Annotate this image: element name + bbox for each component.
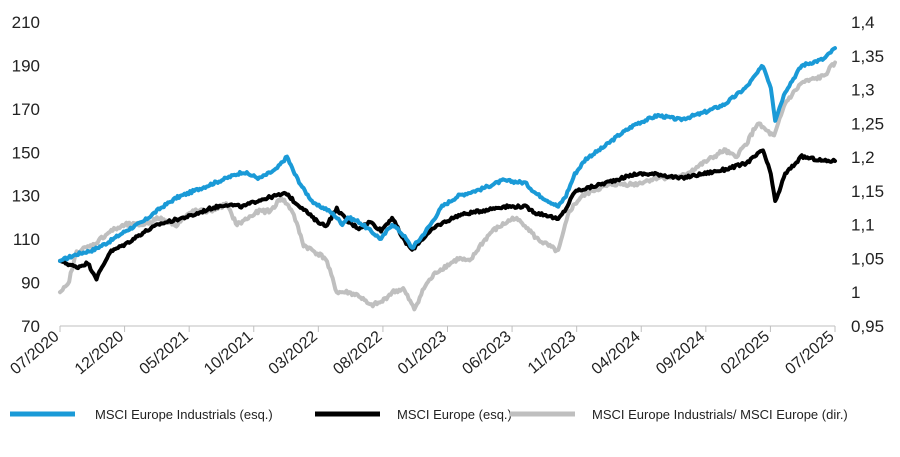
series-line: [58, 60, 837, 312]
x-tick-label: 09/2024: [653, 328, 708, 378]
x-tick-label: 04/2024: [589, 328, 644, 378]
y-left-tick-label: 190: [12, 56, 40, 75]
x-tick-label: 03/2022: [266, 328, 321, 378]
x-tick-label: 02/2025: [718, 328, 773, 378]
x-tick-label: 01/2023: [395, 328, 450, 378]
series-line: [58, 46, 837, 263]
series-line: [58, 148, 837, 282]
x-tick-label: 05/2021: [136, 328, 191, 378]
y-left-tick-label: 130: [12, 187, 40, 206]
y-right-tick-label: 1,4: [851, 13, 875, 32]
x-tick-label: 11/2023: [525, 328, 579, 378]
y-right-tick-label: 1,05: [851, 249, 884, 268]
y-left-tick-label: 110: [13, 230, 40, 249]
y-left-tick-label: 210: [12, 13, 40, 32]
axes: 70 90 110 130 150 170 190 210 0,95 1 1,05 1,1 1,15 1,…: [7, 13, 884, 378]
legend: MSCI Europe Industrials (esq.) MSCI Europ…: [10, 407, 848, 422]
y-right-tick-label: 1,25: [851, 114, 884, 133]
y-left-tick-label: 150: [12, 143, 40, 162]
y-right-tick-label: 1,1: [851, 216, 875, 235]
x-tick-label: 07/2025: [782, 328, 837, 378]
y-right-tick-label: 1,35: [851, 47, 884, 66]
y-right-tick-label: 0,95: [851, 317, 884, 336]
legend-label: MSCI Europe Industrials/ MSCI Europe (di…: [592, 407, 848, 422]
y-left-tick-label: 70: [21, 317, 40, 336]
y-right-tick-label: 1: [851, 283, 860, 302]
y-right-tick-label: 1,3: [851, 81, 875, 100]
y-left-tick-label: 90: [21, 274, 40, 293]
y-right-tick-label: 1,2: [851, 148, 875, 167]
legend-label: MSCI Europe (esq.): [397, 407, 512, 422]
x-tick-label: 08/2022: [330, 328, 385, 378]
x-tick-label: 10/2021: [201, 328, 256, 378]
x-tick-label: 06/2023: [459, 328, 514, 378]
x-tick-label: 12/2020: [72, 328, 127, 378]
legend-label: MSCI Europe Industrials (esq.): [95, 407, 273, 422]
y-left-tick-label: 170: [12, 100, 40, 119]
y-right-tick-label: 1,15: [851, 182, 884, 201]
series-lines: [58, 46, 837, 312]
